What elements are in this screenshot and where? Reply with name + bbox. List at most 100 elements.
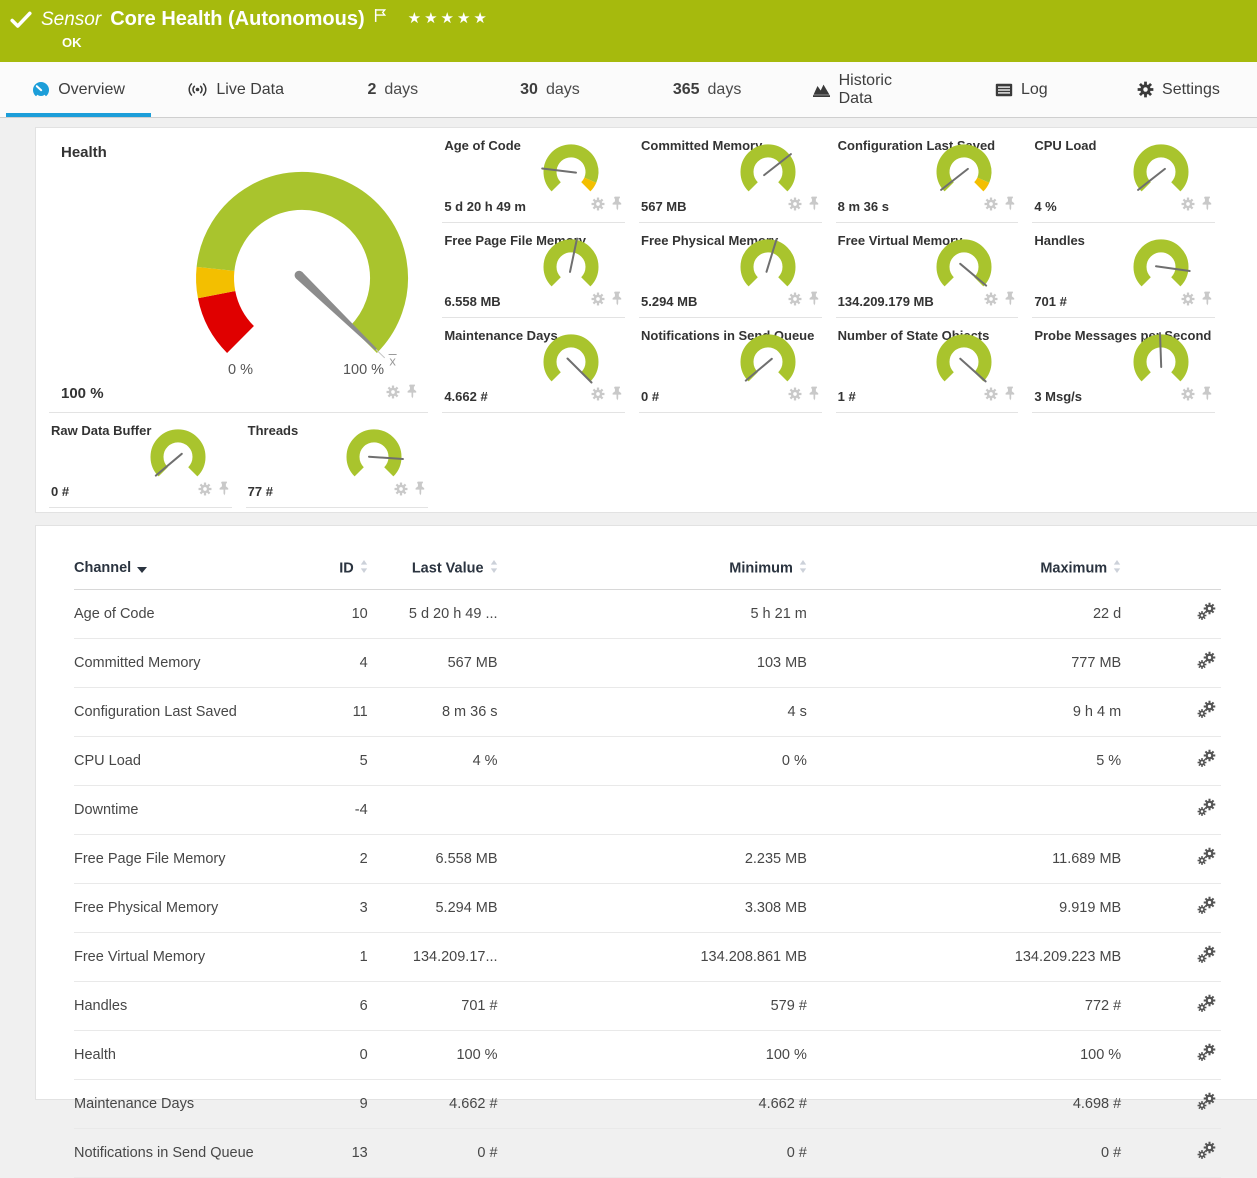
gauge-value: 3 Msg/s: [1034, 389, 1082, 404]
tab-settings[interactable]: Settings: [1100, 62, 1257, 117]
gear-icon[interactable]: [591, 292, 605, 311]
gauge-panel-probe-messages-per-second[interactable]: Probe Messages per Second 3 Msg/s: [1032, 318, 1215, 413]
pin-icon[interactable]: [1004, 196, 1016, 216]
gauge-panel-threads[interactable]: Threads 77 #: [246, 413, 429, 508]
tab-overview[interactable]: Overview: [0, 62, 157, 117]
column-header-minimum[interactable]: Minimum: [498, 546, 807, 590]
gauge-panel-handles[interactable]: Handles 701 #: [1032, 223, 1215, 318]
channel-settings-icon[interactable]: [1195, 798, 1217, 822]
flag-icon[interactable]: [374, 8, 387, 23]
pin-icon[interactable]: [1004, 291, 1016, 311]
gear-icon[interactable]: [198, 482, 212, 501]
tab-log[interactable]: Log: [943, 62, 1100, 117]
channel-name: Notifications in Send Queue: [74, 1129, 286, 1178]
pin-icon[interactable]: [1201, 386, 1213, 406]
channel-settings-icon[interactable]: [1195, 1043, 1217, 1067]
pin-icon[interactable]: [218, 481, 230, 501]
channel-minimum: 4 s: [498, 688, 807, 737]
gauge-panel-committed-memory[interactable]: Committed Memory 567 MB: [639, 128, 822, 223]
gear-icon[interactable]: [1181, 292, 1195, 311]
channel-settings-icon[interactable]: [1195, 602, 1217, 626]
gauge-panel-free-physical-memory[interactable]: Free Physical Memory 5.294 MB: [639, 223, 822, 318]
channel-settings-icon[interactable]: [1195, 945, 1217, 969]
channel-name: CPU Load: [74, 737, 286, 786]
gear-icon[interactable]: [788, 197, 802, 216]
pin-icon[interactable]: [1201, 291, 1213, 311]
channel-settings-icon[interactable]: [1195, 749, 1217, 773]
gauge-panel-notifications-in-send-queue[interactable]: Notifications in Send Queue 0 #: [639, 318, 822, 413]
table-row[interactable]: Age of Code 10 5 d 20 h 49 ... 5 h 21 m …: [74, 590, 1221, 639]
gauge-value: 134.209.179 MB: [838, 294, 934, 309]
tab-30-days[interactable]: 30 days: [471, 62, 628, 117]
table-row[interactable]: Committed Memory 4 567 MB 103 MB 777 MB: [74, 639, 1221, 688]
pin-icon[interactable]: [406, 384, 418, 404]
gauge-panel-number-of-state-objects[interactable]: Number of State Objects 1 #: [836, 318, 1019, 413]
gauge-value: 567 MB: [641, 199, 687, 214]
tab-historic-data[interactable]: Historic Data: [786, 62, 943, 117]
pin-icon[interactable]: [611, 386, 623, 406]
channel-settings-icon[interactable]: [1195, 896, 1217, 920]
channel-name: Free Physical Memory: [74, 884, 286, 933]
tab-live-data[interactable]: Live Data: [157, 62, 314, 117]
channel-settings-icon[interactable]: [1195, 1092, 1217, 1116]
gauge-panel-raw-data-buffer[interactable]: Raw Data Buffer 0 #: [49, 413, 232, 508]
channel-settings-icon[interactable]: [1195, 847, 1217, 871]
column-header-last-value[interactable]: Last Value: [368, 546, 498, 590]
tab-365-days[interactable]: 365 days: [629, 62, 786, 117]
column-label: Maximum: [1040, 560, 1107, 576]
channel-settings-icon[interactable]: [1195, 700, 1217, 724]
tab-2-days[interactable]: 2 days: [314, 62, 471, 117]
gauge-panel-free-page-file-memory[interactable]: Free Page File Memory 6.558 MB: [442, 223, 625, 318]
column-header-maximum[interactable]: Maximum: [807, 546, 1121, 590]
gear-icon[interactable]: [591, 197, 605, 216]
table-row[interactable]: Handles 6 701 # 579 # 772 #: [74, 982, 1221, 1031]
table-row[interactable]: Downtime -4: [74, 786, 1221, 835]
priority-stars[interactable]: ★★★★★: [408, 9, 490, 27]
gear-icon[interactable]: [984, 292, 998, 311]
channel-maximum: 5 %: [807, 737, 1121, 786]
pin-icon[interactable]: [1004, 386, 1016, 406]
tab-number: 2: [367, 81, 376, 99]
gauge-panel-free-virtual-memory[interactable]: Free Virtual Memory 134.209.179 MB: [836, 223, 1019, 318]
gear-icon[interactable]: [386, 385, 400, 404]
gear-icon[interactable]: [984, 387, 998, 406]
table-row[interactable]: Free Page File Memory 2 6.558 MB 2.235 M…: [74, 835, 1221, 884]
channel-settings-icon[interactable]: [1195, 651, 1217, 675]
table-row[interactable]: Notifications in Send Queue 13 0 # 0 # 0…: [74, 1129, 1221, 1178]
table-row[interactable]: Free Physical Memory 3 5.294 MB 3.308 MB…: [74, 884, 1221, 933]
gear-icon[interactable]: [1181, 197, 1195, 216]
gauge-value: 6.558 MB: [444, 294, 500, 309]
gauge-value: 4.662 #: [444, 389, 487, 404]
pin-icon[interactable]: [1201, 196, 1213, 216]
gear-icon[interactable]: [788, 387, 802, 406]
channel-settings-icon[interactable]: [1195, 1141, 1217, 1165]
gear-icon[interactable]: [984, 197, 998, 216]
table-row[interactable]: Maintenance Days 9 4.662 # 4.662 # 4.698…: [74, 1080, 1221, 1129]
channel-last-value: [368, 786, 498, 835]
pin-icon[interactable]: [808, 386, 820, 406]
gauge-panel-cpu-load[interactable]: CPU Load 4 %: [1032, 128, 1215, 223]
log-list-icon: [995, 83, 1013, 97]
channel-settings-icon[interactable]: [1195, 994, 1217, 1018]
gauge-panel-configuration-last-saved[interactable]: Configuration Last Saved 8 m 36 s: [836, 128, 1019, 223]
table-row[interactable]: Configuration Last Saved 11 8 m 36 s 4 s…: [74, 688, 1221, 737]
gauge-panel-maintenance-days[interactable]: Maintenance Days 4.662 #: [442, 318, 625, 413]
gear-icon[interactable]: [394, 482, 408, 501]
gauge-panel-age-of-code[interactable]: Age of Code 5 d 20 h 49 m: [442, 128, 625, 223]
gear-icon[interactable]: [1181, 387, 1195, 406]
pin-icon[interactable]: [414, 481, 426, 501]
table-row[interactable]: CPU Load 5 4 % 0 % 5 %: [74, 737, 1221, 786]
pin-icon[interactable]: [611, 196, 623, 216]
column-header-channel[interactable]: Channel: [74, 546, 286, 590]
pin-icon[interactable]: [808, 291, 820, 311]
pin-icon[interactable]: [808, 196, 820, 216]
pin-icon[interactable]: [611, 291, 623, 311]
channel-id: 11: [286, 688, 368, 737]
channel-id: 13: [286, 1129, 368, 1178]
gauge-panel-health[interactable]: Health x0 %100 % 100 %: [49, 128, 428, 413]
table-row[interactable]: Health 0 100 % 100 % 100 %: [74, 1031, 1221, 1080]
gear-icon[interactable]: [591, 387, 605, 406]
gear-icon[interactable]: [788, 292, 802, 311]
column-header-id[interactable]: ID: [286, 546, 368, 590]
table-row[interactable]: Free Virtual Memory 1 134.209.17... 134.…: [74, 933, 1221, 982]
